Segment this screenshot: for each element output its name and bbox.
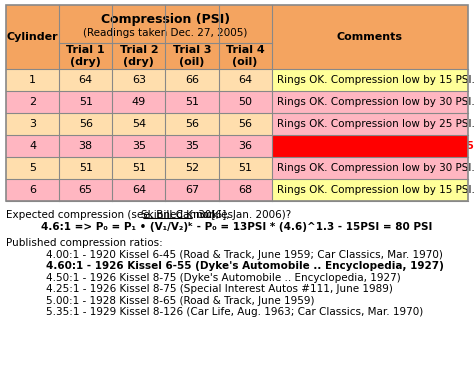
Text: Rings OK. Compression low by 30 PSI.: Rings OK. Compression low by 30 PSI. (277, 97, 474, 107)
Bar (6, 5, 468, 69)
Text: Rings OK. Compression low by 45 PSI!: Rings OK. Compression low by 45 PSI! (277, 141, 474, 151)
Bar (6, 179, 272, 201)
Text: Compression (PSI): Compression (PSI) (101, 13, 230, 26)
Text: Cylinder: Cylinder (7, 32, 58, 42)
Text: 50: 50 (238, 97, 252, 107)
Text: Skinned Knuckles: Skinned Knuckles (141, 210, 233, 220)
Text: 52: 52 (185, 163, 199, 173)
Text: 51: 51 (79, 97, 93, 107)
Text: Trial 3
(oil): Trial 3 (oil) (173, 45, 211, 67)
Bar (272, 113, 468, 135)
Bar (6, 69, 272, 91)
Text: 5.35:1 - 1929 Kissel 8-126 (Car Life, Aug. 1963; Car Classics, Mar. 1970): 5.35:1 - 1929 Kissel 8-126 (Car Life, Au… (46, 307, 423, 317)
Text: 68: 68 (238, 185, 252, 195)
Bar (272, 157, 468, 179)
Bar (6, 157, 272, 179)
Bar (6, 113, 272, 135)
Text: 2: 2 (29, 97, 36, 107)
Text: 64: 64 (238, 75, 252, 85)
Text: Rings OK. Compression low by 15 PSI.: Rings OK. Compression low by 15 PSI. (277, 75, 474, 85)
Bar (272, 135, 468, 157)
Text: Trial 4
(oil): Trial 4 (oil) (226, 45, 264, 67)
Bar (6, 5, 468, 201)
Bar (272, 91, 468, 113)
Text: 30[6], Jan. 2006)?: 30[6], Jan. 2006)? (195, 210, 291, 220)
Text: 64: 64 (79, 75, 93, 85)
Text: (Readings taken Dec. 27, 2005): (Readings taken Dec. 27, 2005) (83, 28, 247, 38)
Text: 5: 5 (29, 163, 36, 173)
Text: 36: 36 (238, 141, 252, 151)
Text: 35: 35 (132, 141, 146, 151)
Text: Rings OK. Compression low by 25 PSI.: Rings OK. Compression low by 25 PSI. (277, 119, 474, 129)
Text: 54: 54 (132, 119, 146, 129)
Text: Rings OK. Compression low by 15 PSI.: Rings OK. Compression low by 15 PSI. (277, 185, 474, 195)
Text: 4.25:1 - 1926 Kissel 8-75 (Special Interest Autos #111, June 1989): 4.25:1 - 1926 Kissel 8-75 (Special Inter… (46, 284, 393, 294)
Text: 64: 64 (132, 185, 146, 195)
Text: 4: 4 (29, 141, 36, 151)
Text: 6: 6 (29, 185, 36, 195)
Text: 4.00:1 - 1920 Kissel 6-45 (Road & Track, June 1959; Car Classics, Mar. 1970): 4.00:1 - 1920 Kissel 6-45 (Road & Track,… (46, 250, 443, 260)
Text: 56: 56 (79, 119, 93, 129)
Text: 4.6:1 => P₀ = P₁ • (V₁/V₂)ᵏ - P₀ = 13PSI * (4.6)^1.3 - 15PSI = 80 PSI: 4.6:1 => P₀ = P₁ • (V₁/V₂)ᵏ - P₀ = 13PSI… (41, 221, 432, 231)
Text: 5.00:1 - 1928 Kissel 8-65 (Road & Track, June 1959): 5.00:1 - 1928 Kissel 8-65 (Road & Track,… (46, 296, 315, 306)
Text: Comments: Comments (337, 32, 403, 42)
Text: 51: 51 (185, 97, 199, 107)
Text: Trial 1
(dry): Trial 1 (dry) (66, 45, 105, 67)
Text: 65: 65 (79, 185, 93, 195)
Text: 63: 63 (132, 75, 146, 85)
Bar (6, 135, 272, 157)
Text: 51: 51 (238, 163, 252, 173)
Text: Published compression ratios:: Published compression ratios: (6, 238, 163, 248)
Text: Rings OK. Compression low by 30 PSI.: Rings OK. Compression low by 30 PSI. (277, 163, 474, 173)
Text: Trial 2
(dry): Trial 2 (dry) (119, 45, 158, 67)
Bar (272, 179, 468, 201)
Bar (272, 69, 468, 91)
Text: 51: 51 (79, 163, 93, 173)
Text: 4.60:1 - 1926 Kissel 6-55 (Dyke's Automobile .. Encyclopedia, 1927): 4.60:1 - 1926 Kissel 6-55 (Dyke's Automo… (46, 261, 444, 271)
Text: 56: 56 (185, 119, 199, 129)
Text: 1: 1 (29, 75, 36, 85)
Text: Expected compression (see, Bill Cannon,: Expected compression (see, Bill Cannon, (6, 210, 222, 220)
Text: 67: 67 (185, 185, 199, 195)
Text: 38: 38 (79, 141, 93, 151)
Text: 56: 56 (238, 119, 252, 129)
Text: 49: 49 (132, 97, 146, 107)
Text: 4.50:1 - 1926 Kissel 8-75 (Dyke's Automobile .. Encyclopedia, 1927): 4.50:1 - 1926 Kissel 8-75 (Dyke's Automo… (46, 273, 401, 283)
Bar (6, 91, 272, 113)
Text: 51: 51 (132, 163, 146, 173)
Text: 35: 35 (185, 141, 199, 151)
Text: 3: 3 (29, 119, 36, 129)
Text: 66: 66 (185, 75, 199, 85)
